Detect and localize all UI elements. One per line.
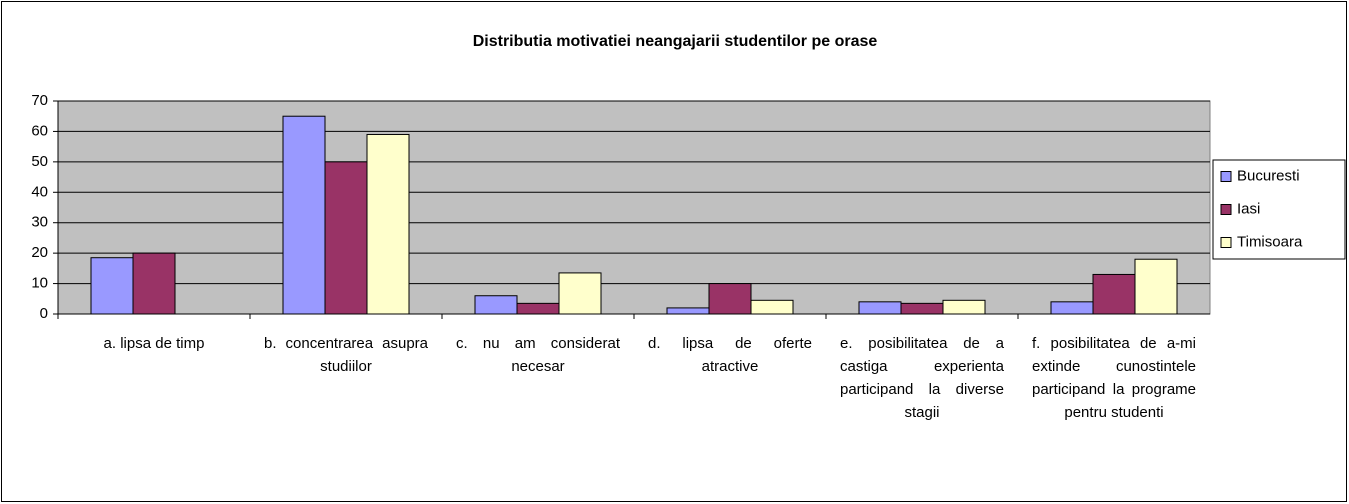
- y-tick-label: 60: [31, 122, 48, 139]
- y-tick-label: 40: [31, 183, 48, 200]
- bar: [558, 272, 602, 315]
- y-tick-label: 0: [40, 305, 48, 322]
- legend-box: [1212, 159, 1346, 260]
- legend-label: Iasi: [1237, 200, 1260, 217]
- x-tick-label: a. lipsa de timp: [103, 335, 205, 352]
- y-tick-label: 50: [31, 153, 48, 170]
- legend-swatch: [1220, 204, 1232, 215]
- bar: [366, 133, 410, 315]
- bar: [474, 295, 518, 315]
- bar: [708, 283, 752, 315]
- legend-label: Timisoara: [1237, 233, 1303, 250]
- plot-area: [57, 100, 1211, 315]
- bar: [1050, 301, 1094, 315]
- legend-swatch: [1220, 237, 1232, 248]
- x-tick-label: f. posibilitatea de a-mi extinde cunosti…: [1032, 335, 1196, 421]
- bar: [90, 257, 134, 315]
- bar: [900, 302, 944, 315]
- legend-swatch: [1220, 171, 1232, 182]
- bar: [858, 301, 902, 315]
- bar: [666, 307, 710, 315]
- x-tick-label: d. lipsa de oferte atractive: [648, 335, 812, 375]
- x-tick-label: b. concentrarea asupra studiilor: [264, 335, 428, 375]
- x-tick-label: c. nu am considerat necesar: [456, 335, 620, 375]
- y-tick-label: 70: [31, 92, 48, 109]
- legend-label: Bucuresti: [1237, 167, 1300, 184]
- bar: [1092, 273, 1136, 315]
- y-tick-label: 10: [31, 275, 48, 292]
- bar: [942, 299, 986, 315]
- y-tick-label: 30: [31, 214, 48, 231]
- bar: [132, 252, 176, 315]
- y-tick-label: 20: [31, 244, 48, 261]
- bar: [1134, 258, 1178, 315]
- bar: [516, 302, 560, 315]
- chart-title: Distributia motivatiei neangajarii stude…: [473, 33, 878, 50]
- x-tick-label: e. posibilitatea de a castiga experienta…: [840, 335, 1004, 421]
- bar: [750, 299, 794, 315]
- bar: [282, 115, 326, 315]
- bar: [324, 161, 368, 315]
